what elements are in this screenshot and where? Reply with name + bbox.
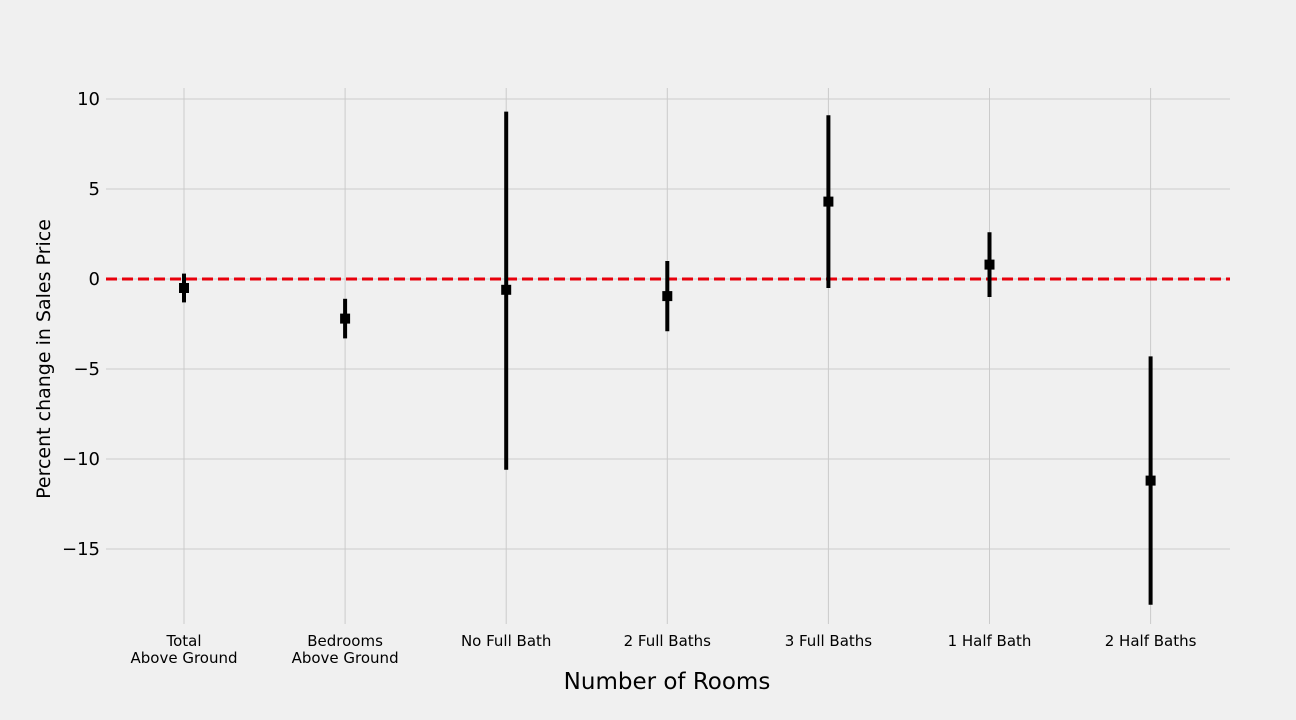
point-marker <box>1145 475 1156 486</box>
x-tick-label: 2 Full Baths <box>624 632 712 650</box>
y-tick-label: −5 <box>73 359 100 380</box>
y-tick-label: 5 <box>89 179 100 200</box>
point-marker <box>501 284 512 295</box>
x-tick-label: Bedrooms Above Ground <box>292 632 399 667</box>
point-marker <box>340 313 351 324</box>
x-tick-label: No Full Bath <box>461 632 551 650</box>
grid-lines <box>106 88 1230 624</box>
y-tick-label: 10 <box>77 89 100 110</box>
x-tick-label: 2 Half Baths <box>1105 632 1197 650</box>
point-marker <box>179 283 189 293</box>
y-tick-label: −15 <box>62 539 100 560</box>
y-tick-labels: 10 5 0 −5 −10 −15 <box>62 89 100 560</box>
x-tick-labels: Total Above Ground Bedrooms Above Ground No … <box>130 632 1196 667</box>
y-tick-label: 0 <box>89 269 100 290</box>
x-tick-label: 3 Full Baths <box>785 632 873 650</box>
y-tick-label: −10 <box>62 449 100 470</box>
point-marker <box>984 259 995 270</box>
x-axis-label: Number of Rooms <box>564 669 771 695</box>
point-marker <box>823 196 834 207</box>
y-axis-label: Percent change in Sales Price <box>33 219 55 499</box>
x-tick-label: 1 Half Bath <box>948 632 1032 650</box>
x-tick-label: Total Above Ground <box>130 632 237 667</box>
error-bars <box>179 111 1156 605</box>
point-marker <box>662 291 673 302</box>
